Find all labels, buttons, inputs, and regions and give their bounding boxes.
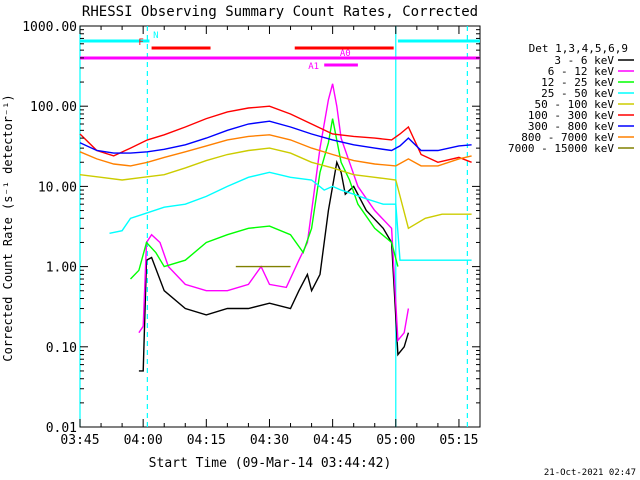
state-bars: NF A0 A1 — [80, 31, 480, 72]
series-line-8 — [79, 134, 472, 167]
series-line-6 — [79, 105, 472, 164]
state-bar-label: F — [138, 38, 143, 48]
y-tick-label: 1000.00 — [22, 20, 77, 35]
legend-label: 7000 - 15000 keV — [508, 142, 614, 155]
x-axis-label: Start Time (09-Mar-14 03:44:42) — [149, 456, 392, 471]
y-axis-label: Corrected Count Rate (s⁻¹ detector⁻¹) — [1, 94, 15, 361]
series-lines — [79, 83, 472, 372]
x-tick-label: 04:15 — [187, 433, 226, 448]
legend-label: 50 - 100 keV — [535, 98, 615, 111]
legend-label: 6 - 12 keV — [548, 65, 615, 78]
legend-label: 300 - 800 keV — [528, 120, 614, 133]
x-tick-label: 05:00 — [376, 433, 415, 448]
series-line-1 — [138, 159, 410, 372]
footer-timestamp: 21-Oct-2021 02:47 — [544, 468, 636, 478]
chart-title: RHESSI Observing Summary Count Rates, Co… — [82, 4, 478, 20]
legend-label: 3 - 6 keV — [554, 54, 614, 67]
series-line-2 — [138, 83, 410, 343]
legend-label: 25 - 50 keV — [541, 87, 614, 100]
vertical-markers — [79, 26, 468, 427]
state-bar-label: A0 — [340, 49, 351, 59]
x-tick-label: 04:45 — [313, 433, 352, 448]
y-tick-label: 10.00 — [38, 180, 77, 195]
x-tick-label: 05:15 — [439, 433, 478, 448]
series-line-4 — [109, 171, 472, 261]
plot-area: NF A0 A1 0.01 0.10 1.00 10.00 100.00 1000.00 03… — [22, 20, 481, 448]
legend-title: Det 1,3,4,5,6,9 — [529, 42, 628, 55]
x-axis-ticks: 03:45 04:00 04:15 04:30 04:45 05:00 05:15 — [60, 26, 481, 448]
series-line-7 — [79, 120, 472, 154]
plot-frame — [79, 25, 481, 428]
legend-label: 800 - 7000 keV — [521, 131, 614, 144]
state-bar-label: A1 — [308, 62, 319, 72]
state-bar-label: N — [153, 31, 158, 41]
y-tick-label: 0.01 — [46, 421, 77, 436]
series-line-5 — [79, 147, 472, 230]
x-tick-label: 04:00 — [124, 433, 163, 448]
y-tick-label: 1.00 — [46, 261, 77, 276]
x-tick-label: 03:45 — [60, 433, 99, 448]
legend-label: 100 - 300 keV — [528, 109, 614, 122]
series-line-3 — [129, 118, 399, 280]
x-tick-label: 04:30 — [250, 433, 289, 448]
y-tick-label: 0.10 — [46, 341, 77, 356]
y-tick-label: 100.00 — [30, 100, 77, 115]
y-axis-ticks: 0.01 0.10 1.00 10.00 100.00 1000.00 — [22, 20, 480, 436]
legend-label: 12 - 25 keV — [541, 76, 614, 89]
